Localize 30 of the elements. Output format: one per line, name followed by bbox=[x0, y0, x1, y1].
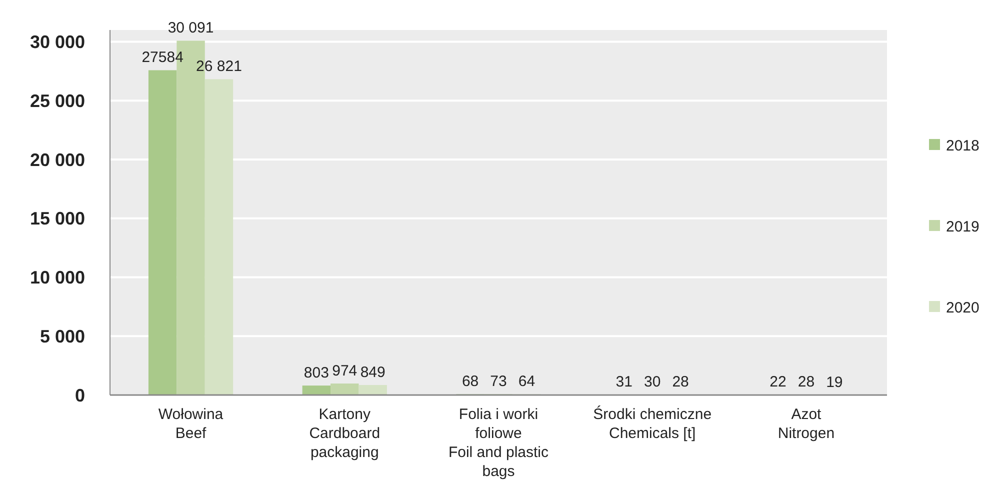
data-label: 849 bbox=[360, 364, 386, 382]
y-tick-label: 20 000 bbox=[30, 150, 85, 170]
legend-label: 2018 bbox=[946, 137, 980, 154]
data-label: 30 bbox=[644, 374, 661, 391]
data-label: 19 bbox=[826, 374, 843, 391]
data-label: 22 bbox=[770, 374, 786, 391]
y-tick-label: 5 000 bbox=[40, 326, 85, 346]
data-label: 28 bbox=[672, 374, 689, 391]
data-label: 26 821 bbox=[196, 58, 242, 76]
legend-label: 2020 bbox=[946, 299, 980, 316]
data-label: 68 bbox=[462, 373, 479, 390]
x-tick-label: Kartony Cardboard packaging bbox=[309, 406, 380, 461]
x-tick-label: Folia i worki foliowe Foil and plastic bags bbox=[448, 406, 550, 480]
data-label: 30 091 bbox=[168, 20, 214, 37]
x-tick-label: Azot Nitrogen bbox=[778, 406, 835, 442]
data-label: 803 bbox=[304, 364, 329, 382]
y-tick-label: 30 000 bbox=[30, 32, 85, 52]
x-tick-label: Wołowina Beef bbox=[158, 406, 224, 442]
data-label: 64 bbox=[518, 373, 536, 390]
x-tick-label: Środki chemiczne Chemicals [t] bbox=[593, 405, 712, 442]
legend-label: 2019 bbox=[946, 218, 980, 236]
data-label: 974 bbox=[332, 362, 358, 380]
data-label: 73 bbox=[490, 373, 507, 390]
y-tick-label: 0 bbox=[74, 385, 85, 406]
y-tick-label: 25 000 bbox=[30, 90, 85, 111]
data-label: 31 bbox=[616, 374, 632, 391]
y-tick-label: 15 000 bbox=[30, 208, 85, 229]
data-label: 27584 bbox=[142, 49, 184, 66]
y-tick-label: 10 000 bbox=[30, 268, 85, 288]
data-label: 28 bbox=[798, 374, 815, 391]
